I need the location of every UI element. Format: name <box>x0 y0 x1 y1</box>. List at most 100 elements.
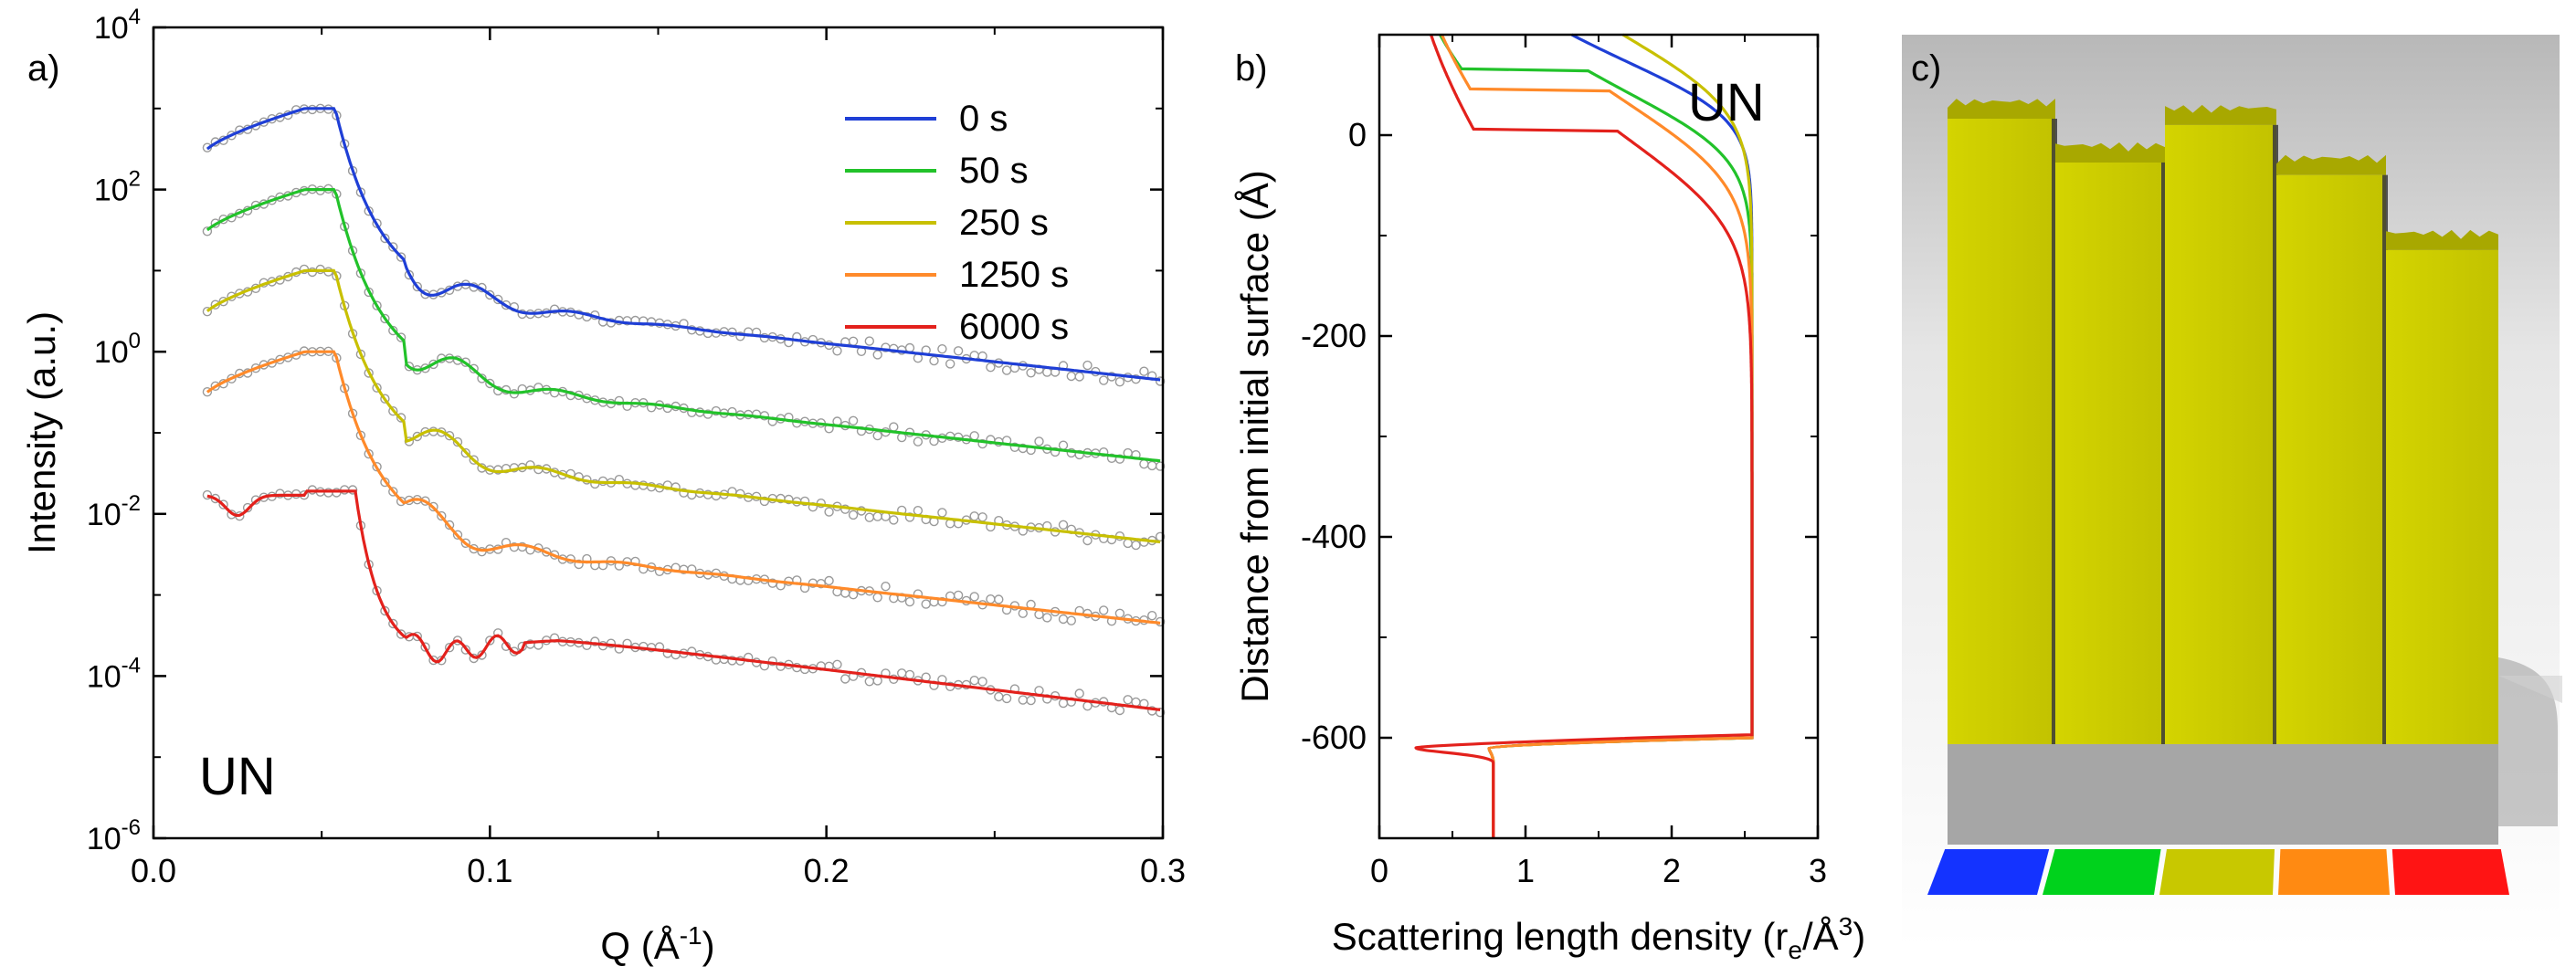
panel-a-data-layer <box>202 103 1166 718</box>
legend-label: 250 s <box>959 203 1049 243</box>
data-point <box>913 589 924 599</box>
data-point <box>218 297 228 307</box>
data-point <box>945 359 955 369</box>
data-point <box>1050 446 1061 457</box>
data-point <box>1018 608 1029 618</box>
data-point <box>1131 374 1141 384</box>
axis-label-part: 4 <box>129 5 141 29</box>
data-point <box>1114 608 1125 618</box>
data-point <box>1123 695 1133 705</box>
panel-a-legend: 0 s 50 s 250 s 1250 s 6000 s <box>845 99 1069 347</box>
film-column-body <box>2386 249 2498 745</box>
data-point <box>493 294 503 305</box>
data-point <box>590 478 600 489</box>
data-point <box>1074 372 1084 382</box>
y-tick-label: -600 <box>1301 719 1367 756</box>
data-point <box>380 313 390 324</box>
data-point <box>372 300 382 310</box>
data-point <box>388 406 398 416</box>
color-tile-250s <box>2159 849 2275 895</box>
data-point <box>396 413 406 423</box>
data-point <box>614 395 624 406</box>
data-point <box>396 252 406 262</box>
data-point <box>986 362 996 373</box>
data-point <box>897 432 907 443</box>
film-column-rough-top <box>2386 229 2498 250</box>
data-point <box>864 677 874 687</box>
legend-label: 0 s <box>959 99 1008 139</box>
data-point <box>687 646 697 657</box>
data-point <box>1114 705 1125 716</box>
sld-profile-50s <box>1439 34 1754 838</box>
data-point <box>444 643 455 653</box>
color-tile-50s <box>2043 849 2161 895</box>
data-point <box>242 502 253 513</box>
legend-label: 1250 s <box>959 255 1069 295</box>
data-point <box>1139 366 1149 376</box>
column-gap-shadow <box>2382 174 2388 845</box>
panel-b-x-axis-label: Scattering length density (re/Å3) <box>1332 912 1865 964</box>
data-point <box>872 676 882 686</box>
data-point <box>485 378 495 389</box>
data-point <box>767 657 777 667</box>
data-point <box>477 373 487 383</box>
data-point <box>396 332 406 342</box>
y-tick-label: 100 <box>94 329 141 370</box>
data-point <box>388 618 398 629</box>
data-point <box>913 353 924 363</box>
data-point <box>202 489 213 500</box>
data-point <box>1066 371 1077 382</box>
panel-a-annotation: UN <box>199 747 276 806</box>
data-point <box>1098 447 1109 457</box>
data-point <box>460 538 470 548</box>
data-point <box>848 590 859 600</box>
film-column-body <box>2165 124 2276 745</box>
data-point <box>1058 698 1069 709</box>
data-point <box>477 650 487 660</box>
data-point <box>937 596 947 607</box>
data-point <box>832 659 842 669</box>
substrate-block <box>2276 744 2386 845</box>
data-point <box>1001 365 1012 375</box>
data-point <box>832 346 842 356</box>
axis-label-part: Q (Å <box>600 924 679 967</box>
data-point <box>1155 376 1166 386</box>
axis-label-part: -4 <box>121 653 141 678</box>
data-point <box>977 677 987 687</box>
sld-profile-0s <box>1487 33 1754 838</box>
x-tick-label: 1 <box>1516 852 1535 889</box>
data-point <box>1131 540 1141 551</box>
data-point <box>452 530 463 540</box>
data-point <box>881 582 891 592</box>
color-tile-6000s <box>2391 849 2509 895</box>
axis-label-part: 10 <box>87 822 121 856</box>
data-point <box>1098 605 1109 615</box>
data-point <box>1066 615 1077 625</box>
legend-label: 50 s <box>959 151 1029 191</box>
data-point <box>816 579 826 589</box>
data-point <box>937 508 947 518</box>
x-tick-label: 2 <box>1663 852 1681 889</box>
data-point <box>485 636 495 646</box>
data-point <box>872 430 882 441</box>
axis-label-part: 2 <box>129 167 141 192</box>
data-point <box>937 344 947 354</box>
film-column-rough-top <box>1948 99 2055 119</box>
data-point <box>929 436 939 446</box>
panel-a-x-axis-label: Q (Å-1) <box>600 921 714 967</box>
x-tick-label: 0 <box>1370 852 1388 889</box>
substrate-block <box>1948 744 2055 845</box>
data-point <box>1114 454 1125 464</box>
x-tick-label: 0.1 <box>467 852 512 889</box>
fit-line-50s <box>206 188 1161 463</box>
data-point <box>388 487 398 497</box>
x-tick-label: 0.0 <box>131 852 176 889</box>
film-column-rough-top <box>2055 142 2165 163</box>
data-point <box>953 346 964 356</box>
data-point <box>1082 535 1093 546</box>
data-point <box>444 520 455 531</box>
film-column-body <box>1948 119 2055 744</box>
data-point <box>864 512 874 522</box>
axis-label-part: 10 <box>94 173 129 208</box>
